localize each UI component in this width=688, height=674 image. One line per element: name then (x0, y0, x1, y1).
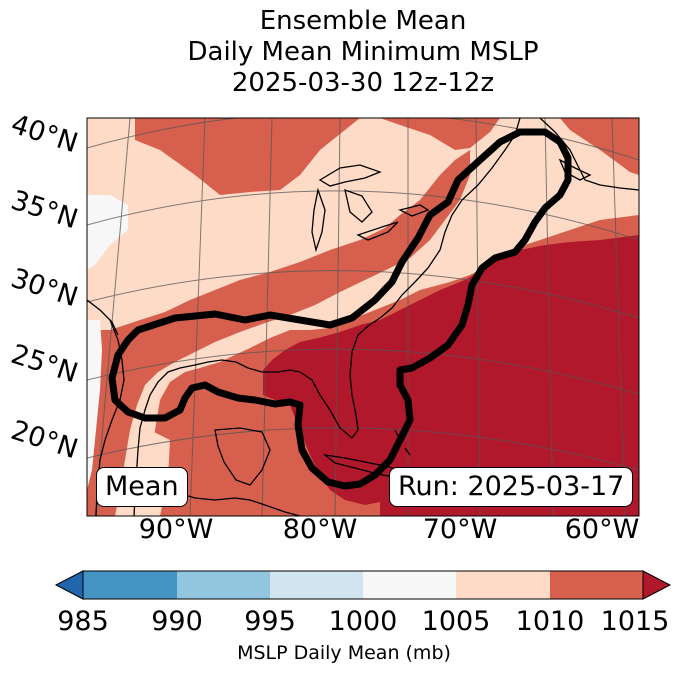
lon-label-90w: 90°W (138, 514, 214, 545)
nova-scotia (558, 158, 592, 181)
cbar-tick-990: 990 (151, 606, 203, 637)
lon-line-70 (475, 118, 481, 516)
mean-contour (108, 128, 572, 490)
dark-red-region (263, 235, 639, 505)
us-atlantic-gulf-coast (133, 118, 521, 516)
title-line-3: 2025-03-30 12z-12z (231, 68, 495, 98)
colorbar-label: MSLP Daily Mean (mb) (237, 642, 451, 664)
lon-line-65 (544, 118, 554, 516)
cbar-tick-1000: 1000 (328, 606, 398, 637)
cbar-segment-990-995 (177, 571, 270, 599)
cbar-segment-985-990 (83, 571, 177, 599)
cbar-tick-1015: 1015 (600, 606, 670, 637)
us-mexico-border (87, 299, 119, 336)
yucatan (214, 427, 271, 486)
lat-line-35 (87, 190, 639, 241)
great-lakes-erie (356, 221, 399, 241)
great-lakes-huron (344, 188, 373, 223)
lon-label-60w: 60°W (564, 514, 640, 545)
near-white-region-2 (87, 320, 102, 490)
near-white-region (87, 195, 128, 270)
cbar-tick-995: 995 (244, 606, 296, 637)
colorbar (54, 570, 672, 600)
map-frame (86, 117, 640, 517)
great-lakes-superior (318, 164, 382, 187)
graticule (87, 118, 639, 516)
run-label-box: Run: 2025-03-17 (389, 467, 634, 507)
lat-line-20 (87, 427, 639, 471)
lon-line-80 (334, 118, 341, 516)
cbar-extend-low (54, 570, 84, 600)
title-line-2: Daily Mean Minimum MSLP (187, 37, 539, 67)
cbar-tick-1010: 1010 (515, 606, 585, 637)
mean-label-box: Mean (96, 467, 188, 507)
light-salmon-region (87, 118, 639, 516)
mid-red-band (87, 150, 470, 516)
cbar-tick-1005: 1005 (421, 606, 491, 637)
lat-line-30 (87, 270, 639, 319)
lon-line-60 (611, 118, 626, 516)
chart-title: Ensemble Mean Daily Mean Minimum MSLP 20… (0, 6, 688, 99)
great-lakes-ontario (398, 204, 430, 217)
lat-line-25 (87, 348, 639, 395)
great-lakes-michigan (311, 187, 326, 253)
lon-label-80w: 80°W (282, 514, 358, 545)
canada-coast (539, 118, 639, 191)
cbar-segment-1010-1015 (550, 571, 643, 599)
title-line-1: Ensemble Mean (259, 6, 467, 36)
cbar-segment-995-1000 (270, 571, 363, 599)
lon-label-70w: 70°W (422, 514, 498, 545)
cbar-tick-985: 985 (57, 606, 109, 637)
lon-line-95 (94, 118, 131, 516)
cbar-segment-1000-1005 (363, 571, 456, 599)
cbar-extend-high (642, 570, 672, 600)
lat-line-40 (87, 118, 639, 161)
cbar-segment-1005-1010 (456, 571, 550, 599)
cbar-frame (82, 570, 644, 600)
